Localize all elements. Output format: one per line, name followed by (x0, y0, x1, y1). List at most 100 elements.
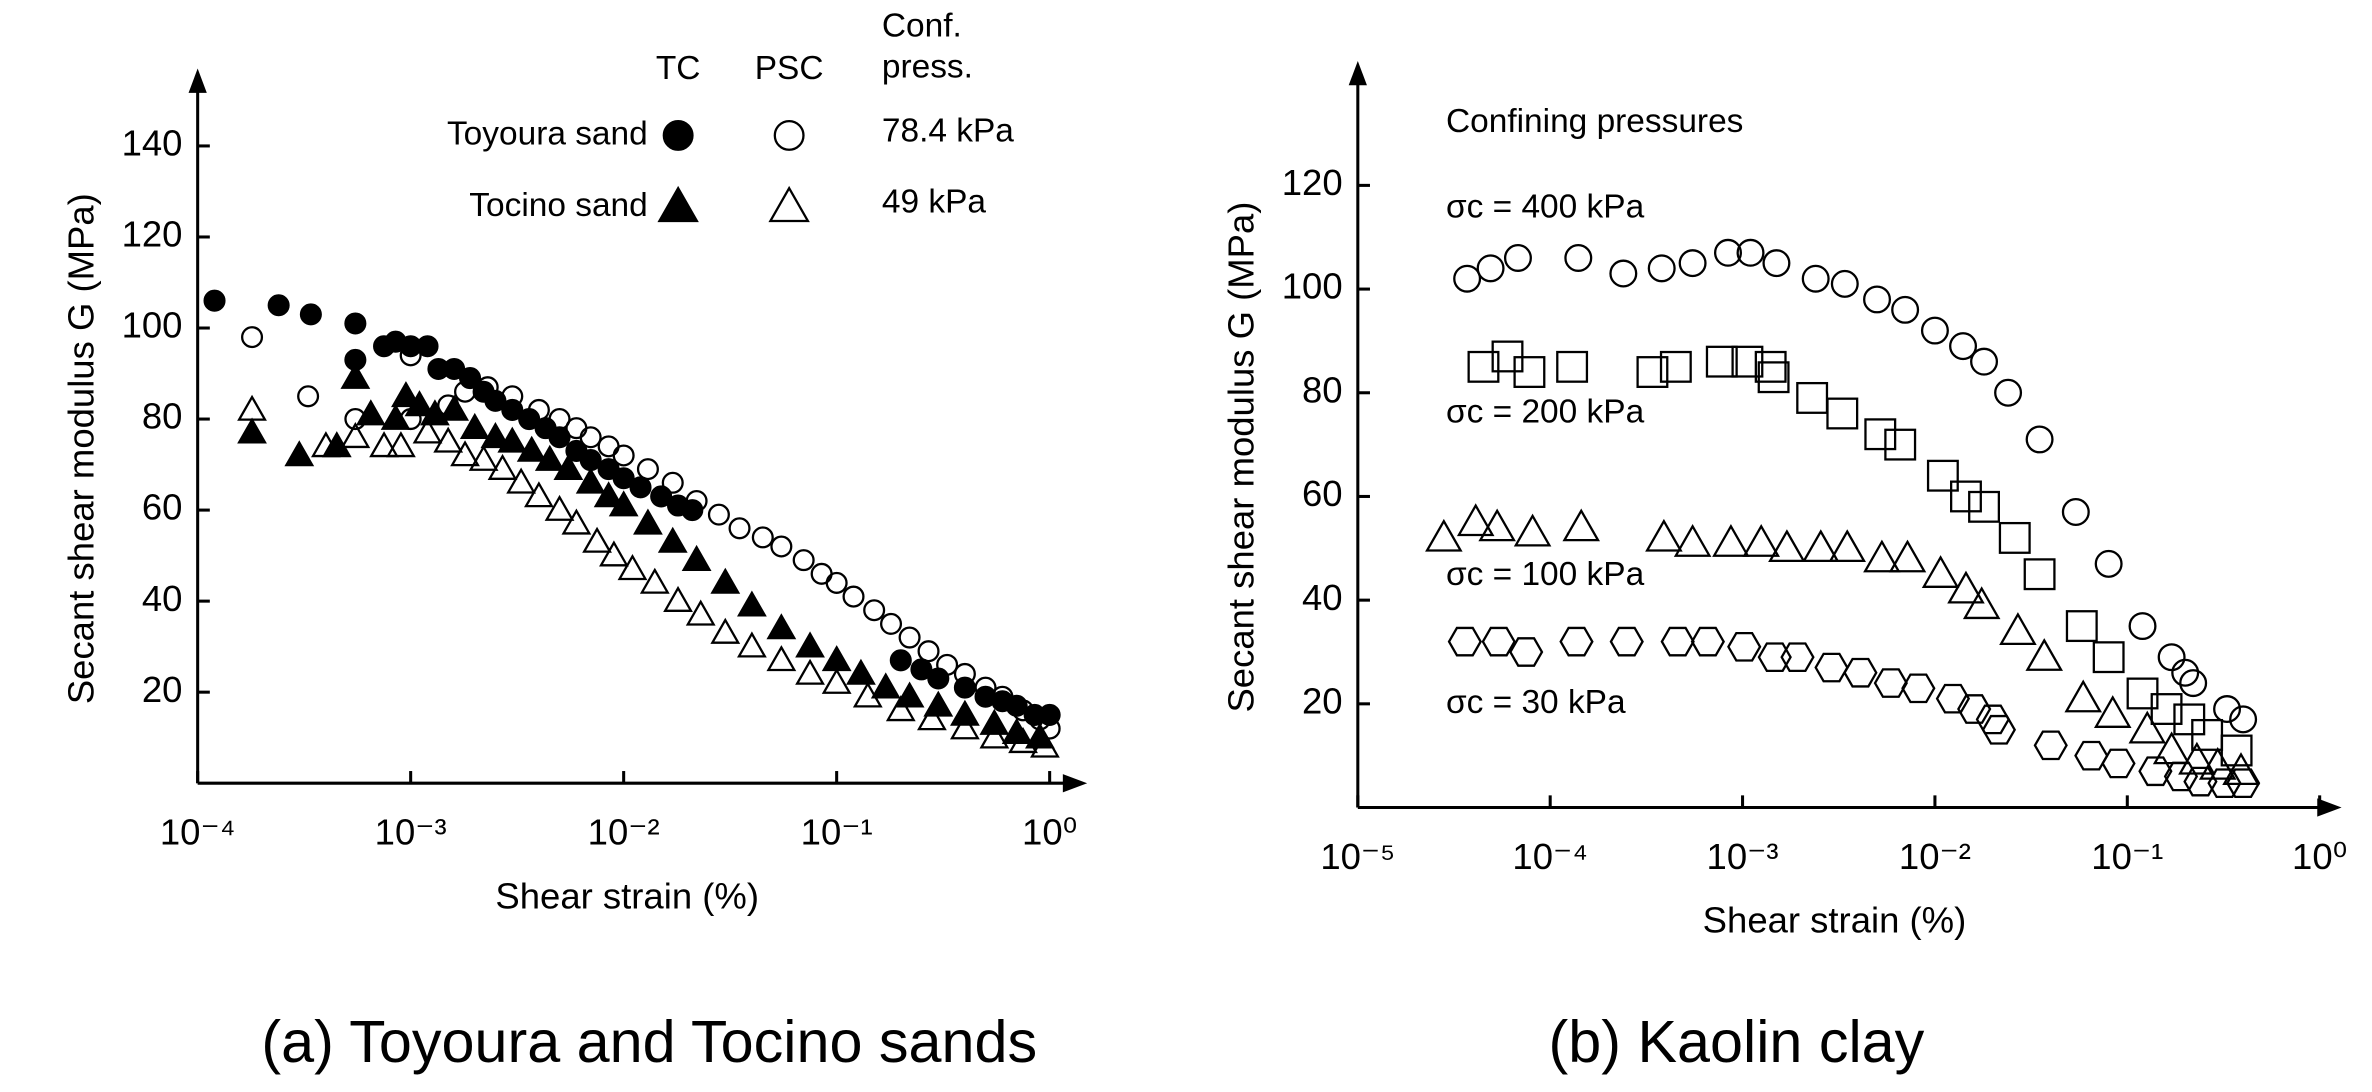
marker (661, 471, 684, 494)
marker (1757, 361, 1790, 394)
marker (454, 380, 477, 403)
marker (852, 681, 883, 708)
marker (1828, 529, 1866, 563)
marker (751, 526, 774, 549)
legend-marker (662, 119, 694, 151)
marker (1012, 699, 1035, 722)
marker (1780, 642, 1815, 673)
marker (1754, 350, 1787, 383)
marker (1503, 243, 1532, 272)
marker (2152, 731, 2191, 765)
marker (369, 431, 399, 458)
marker (2225, 768, 2261, 798)
marker (1659, 350, 1692, 383)
marker (1678, 249, 1707, 278)
marker (1647, 254, 1676, 283)
marker (1467, 350, 1500, 383)
marker (433, 426, 464, 453)
marker (450, 440, 480, 467)
marker (950, 713, 980, 740)
marker (617, 554, 648, 581)
marker (825, 571, 848, 594)
marker (1888, 539, 1927, 573)
marker (480, 422, 511, 449)
marker (506, 467, 536, 494)
marker (842, 585, 865, 608)
marker (1030, 731, 1060, 758)
marker (710, 567, 741, 594)
marker (2207, 768, 2242, 798)
marker (2092, 641, 2125, 674)
marker (2178, 741, 2216, 775)
marker (1891, 295, 1920, 324)
marker (487, 453, 518, 480)
y-tick-label: 80 (1302, 369, 1343, 410)
marker (579, 426, 602, 449)
marker (1970, 347, 1999, 376)
marker (2065, 610, 2098, 643)
marker (1564, 243, 1593, 272)
marker (2064, 679, 2102, 713)
marker (2093, 695, 2132, 728)
x-tick-label: 10⁻³ (1707, 836, 1779, 877)
marker (1513, 513, 1552, 547)
marker (2025, 425, 2054, 454)
marker (548, 408, 571, 431)
marker (1796, 381, 1829, 414)
legend-label: Tocino sand (469, 187, 647, 224)
marker (1864, 418, 1897, 451)
x-tick-label: 10⁻¹ (801, 812, 873, 853)
marker (950, 699, 980, 726)
marker (1884, 428, 1917, 461)
marker (386, 431, 416, 458)
marker (685, 489, 708, 513)
marker (1509, 637, 1544, 667)
y-tick-label: 120 (122, 214, 183, 255)
marker (380, 403, 411, 430)
marker (1453, 264, 1482, 293)
marker (2183, 766, 2218, 797)
legend-header: Conf. (882, 7, 962, 44)
marker (870, 672, 901, 699)
marker (728, 517, 751, 540)
marker (685, 599, 716, 626)
marker (1673, 524, 1712, 557)
marker (1636, 356, 1669, 388)
marker (1863, 539, 1901, 573)
marker (416, 335, 439, 358)
marker (1947, 570, 1985, 604)
x-axis-label: Shear strain (%) (1703, 900, 1967, 941)
marker (2179, 669, 2208, 698)
marker (1712, 524, 1750, 557)
marker (2150, 693, 2183, 725)
marker (593, 481, 624, 508)
marker (821, 667, 852, 694)
marker (1994, 378, 2023, 407)
marker (633, 508, 663, 535)
marker (1801, 264, 1830, 293)
legend-marker (768, 185, 810, 223)
marker (237, 417, 267, 444)
marker (2138, 756, 2173, 787)
marker (608, 490, 639, 517)
marker (927, 667, 950, 690)
marker (846, 658, 876, 685)
marker (1926, 459, 1959, 492)
marker (2094, 549, 2123, 578)
marker (1920, 316, 1949, 345)
y-axis-label: Secant shear modulus G (MPa) (1220, 202, 1261, 713)
x-axis-arrow (1062, 774, 1088, 793)
y-tick-label: 80 (142, 396, 183, 437)
y-tick-label: 120 (1282, 162, 1343, 203)
marker (2128, 710, 2167, 744)
marker (1921, 555, 1960, 588)
legend-title: Confining pressures (1446, 103, 1743, 140)
marker (1762, 249, 1791, 278)
marker (1981, 714, 2017, 745)
marker (1801, 529, 1840, 563)
marker (476, 376, 499, 399)
marker (737, 631, 767, 658)
marker (880, 612, 903, 635)
y-tick-label: 40 (1302, 577, 1343, 618)
series-label: σc = 400 kPa (1446, 188, 1645, 225)
